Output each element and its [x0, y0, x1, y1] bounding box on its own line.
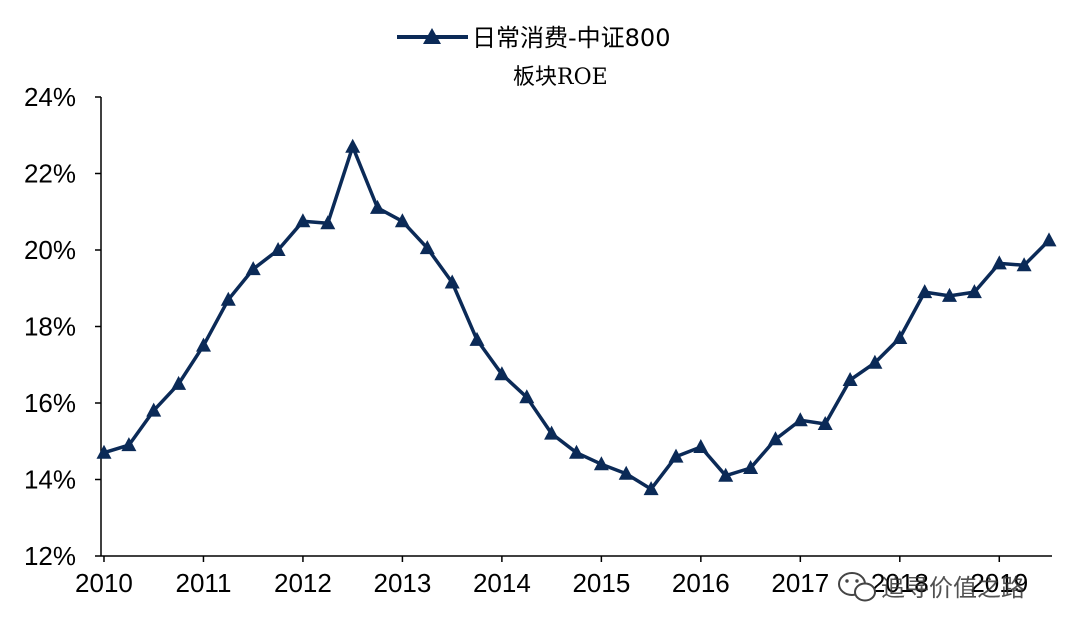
series-line	[103, 144, 1051, 491]
data-point-marker	[842, 372, 858, 386]
data-point-marker	[593, 456, 609, 471]
data-point-marker	[320, 215, 336, 230]
legend-label-line1: 日常消费-中证800	[472, 24, 670, 52]
data-point-marker	[270, 242, 286, 256]
y-tick-label: 18%	[24, 312, 76, 342]
data-point-marker	[618, 465, 634, 480]
x-tick-label: 2010	[75, 568, 133, 598]
data-point-marker	[569, 444, 584, 459]
x-tick-label: 2017	[771, 568, 829, 598]
x-tick-label: 2018	[871, 568, 929, 598]
data-point-marker	[220, 291, 236, 306]
data-point-marker	[892, 330, 908, 344]
data-point-marker	[1016, 257, 1032, 272]
y-tick-label: 24%	[24, 82, 76, 112]
data-point-marker	[394, 213, 410, 228]
legend-label-line2: 板块ROE	[513, 65, 608, 90]
x-tick-label: 2015	[572, 568, 630, 598]
y-tick-label: 22%	[24, 159, 76, 189]
data-point-marker	[817, 416, 833, 430]
watermark-text: 追寻价值之路	[881, 574, 1025, 602]
x-tick-label: 2016	[672, 568, 730, 598]
data-point-marker	[171, 375, 187, 390]
watermark: 追寻价值之路	[838, 572, 1025, 602]
data-point-marker	[668, 448, 684, 463]
data-point-marker	[146, 402, 162, 417]
data-point-marker	[768, 431, 783, 446]
x-tick-label: 2013	[373, 568, 431, 598]
data-point-marker	[991, 255, 1007, 270]
data-point-marker	[345, 138, 361, 153]
y-tick-label: 20%	[24, 235, 76, 265]
axes: 12% 14% 16% 18% 20% 22% 24% 2010 2011 2012 2013 201…	[24, 82, 1052, 598]
data-point-marker	[1041, 232, 1057, 247]
data-point-marker	[419, 240, 435, 255]
x-tick-label: 2011	[176, 568, 232, 598]
x-tick-label: 2019	[970, 568, 1028, 598]
data-point-marker	[444, 274, 460, 289]
wechat-icon	[838, 572, 876, 602]
data-point-marker	[295, 213, 311, 228]
data-point-marker	[196, 337, 211, 352]
data-point-marker	[544, 425, 560, 440]
data-point-marker	[370, 199, 385, 214]
data-point-marker	[519, 389, 535, 404]
data-point-marker	[121, 437, 137, 452]
data-point-marker	[643, 481, 659, 496]
y-tick-label: 14%	[24, 465, 76, 495]
data-point-marker	[792, 412, 808, 427]
data-point-marker	[693, 439, 709, 453]
legend: 日常消费-中证800 板块ROE	[397, 24, 670, 90]
data-point-marker	[867, 354, 883, 369]
y-tick-label: 12%	[24, 541, 76, 571]
x-tick-label: 2012	[274, 568, 332, 598]
data-point-marker	[942, 287, 957, 302]
data-point-marker	[718, 467, 734, 482]
data-point-marker	[245, 261, 261, 276]
data-point-marker	[469, 331, 485, 346]
data-point-marker	[494, 366, 510, 381]
data-point-marker	[966, 284, 982, 299]
y-tick-label: 16%	[24, 388, 76, 418]
plot-area	[96, 138, 1057, 496]
legend-triangle-marker	[423, 28, 441, 44]
data-point-marker	[917, 284, 933, 299]
x-tick-label: 2014	[473, 568, 531, 598]
data-point-marker	[743, 460, 759, 474]
data-point-marker	[96, 444, 112, 459]
